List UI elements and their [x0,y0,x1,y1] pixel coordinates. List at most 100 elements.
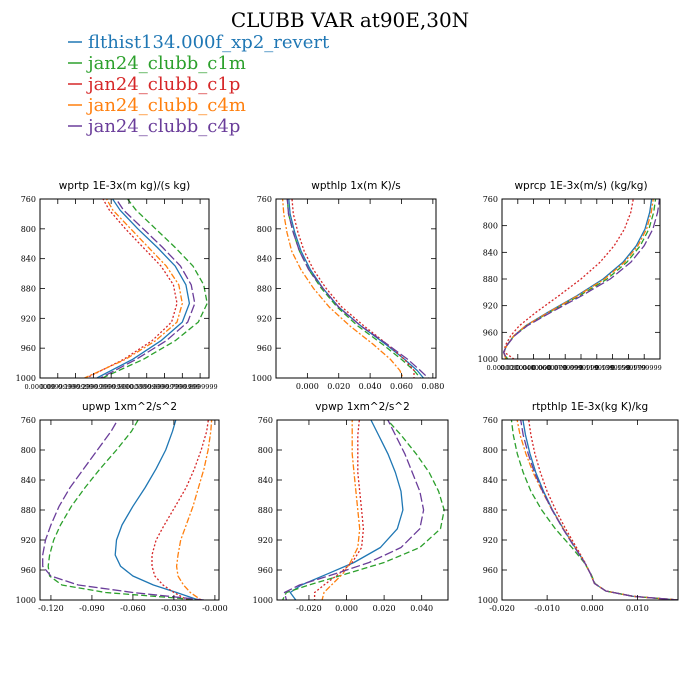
y-tick-label: 1000 [252,374,272,383]
y-tick-label: 920 [258,536,273,545]
y-tick-label: 760 [257,195,272,204]
panel-title: upwp 1xm^2/s^2 [82,401,177,413]
y-tick-label: 840 [483,476,498,485]
series-group [42,420,213,600]
series-line [520,420,678,600]
series-line [313,420,365,600]
x-tick-label: 0.0799999 [548,364,583,372]
y-tick-label: 840 [21,476,36,485]
chart-panel: upwp 1xm^2/s^2 760 800 840 880 920 960 1000-0.1… [16,401,228,613]
y-tick-label: 800 [21,225,36,234]
x-tick-label: 0.1799999 [627,364,662,372]
y-tick-label: 960 [258,566,273,575]
y-tick-label: 920 [257,314,272,323]
series-line [502,199,654,359]
series-line [283,420,425,600]
x-tick-label: -0.120 [38,604,64,613]
series-line [151,420,209,600]
series-group [282,420,445,600]
series-line [86,199,178,378]
y-tick-label: 1000 [478,596,498,605]
x-tick-label: 0.1999999 [58,383,93,391]
x-tick-label: 0.2999999 [76,383,111,391]
y-tick-label: 800 [21,446,36,455]
series-line [282,420,445,600]
plot-frame [275,198,437,379]
series-line [522,420,678,600]
x-tick-label: -0.090 [79,604,105,613]
y-tick-label: 960 [257,344,272,353]
legend-label: jan24_clubb_c4p [86,116,240,137]
series-line [175,420,213,600]
y-tick-label: 920 [483,302,498,311]
y-tick-label: 800 [483,446,498,455]
chart-panel: vpwp 1xm^2/s^2 760 800 840 880 920 960 1000 -0.0… [253,401,449,613]
x-tick-label: 0.8999999 [183,383,218,391]
series-line [96,199,191,378]
legend-item: jan24_clubb_c1m [68,53,246,74]
y-tick-label: 840 [258,476,273,485]
y-tick-label: 920 [21,536,36,545]
x-tick-label: 0.6999999 [147,383,182,391]
legend-item: jan24_clubb_c4p [68,116,240,137]
series-group [502,199,660,359]
plot-frame [39,198,210,379]
panel-title: wprtp 1E-3x(m kg)/(s kg) [59,180,190,192]
chart-panel: wprtp 1E-3x(m kg)/(s kg) 760 800 840 880 920 9… [16,180,218,391]
legend-item: flthist134.000f_xp2_revert [68,32,330,53]
x-tick-label: 0.000 [335,604,358,613]
y-tick-label: 760 [483,416,498,425]
x-tick-label: 0.5999999 [129,383,164,391]
chart-panel: rtpthlp 1E-3x(kg K)/kg 760 800 840 880 920 960… [478,401,679,613]
y-tick-label: 760 [483,195,498,204]
figure-title: CLUBB VAR at90E,30N [231,8,469,32]
y-tick-label: 800 [258,446,273,455]
x-tick-label: 0.000 [296,382,319,391]
series-line [114,420,199,600]
panel-title: wprcp 1E-3x(m/s) (kg/kg) [514,180,647,192]
legend-label: flthist134.000f_xp2_revert [88,32,330,53]
series-line [510,420,678,600]
x-tick-label: 0.010 [626,604,649,613]
series-line [288,199,424,378]
y-tick-label: 960 [483,328,498,337]
y-tick-label: 880 [257,285,272,294]
series-line [502,199,653,359]
y-tick-label: 800 [483,222,498,231]
series-group [510,420,678,600]
y-tick-label: 840 [21,255,36,264]
y-tick-label: 880 [483,506,498,515]
legend-item: jan24_clubb_c1p [68,74,240,95]
x-tick-label: 0.3999999 [94,383,129,391]
x-tick-label: 0.1399999 [595,364,630,372]
y-tick-label: 840 [483,248,498,257]
x-tick-label: 0.000 [581,604,604,613]
x-tick-label: 0.7999999 [165,383,200,391]
y-tick-label: 1000 [478,355,498,364]
x-tick-label: -0.020 [296,604,322,613]
legend-item: jan24_clubb_c4m [68,95,246,116]
y-tick-label: 880 [483,275,498,284]
y-tick-label: 880 [258,506,273,515]
x-tick-label: -0.060 [120,604,146,613]
x-tick-label: 0.060 [390,382,413,391]
y-tick-label: 960 [21,344,36,353]
series-line [42,420,205,600]
legend-label: jan24_clubb_c1p [86,74,240,95]
chart-panel: wprcp 1E-3x(m/s) (kg/kg) 760 800 840 880 920 9… [478,180,662,372]
series-line [100,199,196,378]
x-tick-label: 0.020 [327,382,350,391]
series-group [84,199,208,378]
legend-label: jan24_clubb_c4m [86,95,246,116]
legend: flthist134.000f_xp2_revertjan24_clubb_c1… [68,32,330,137]
y-tick-label: 760 [21,195,36,204]
series-line [502,199,660,359]
x-tick-label: 0.1599999 [611,364,646,372]
series-line [321,420,361,600]
series-line [516,420,678,600]
y-tick-label: 1000 [16,596,36,605]
x-tick-label: -0.010 [534,604,560,613]
x-tick-label: 0.0200000 [500,364,535,372]
y-tick-label: 760 [258,416,273,425]
chart-panel: wpthlp 1x(m K)/s 760 800 840 880 920 960 1000 0.… [252,180,445,391]
